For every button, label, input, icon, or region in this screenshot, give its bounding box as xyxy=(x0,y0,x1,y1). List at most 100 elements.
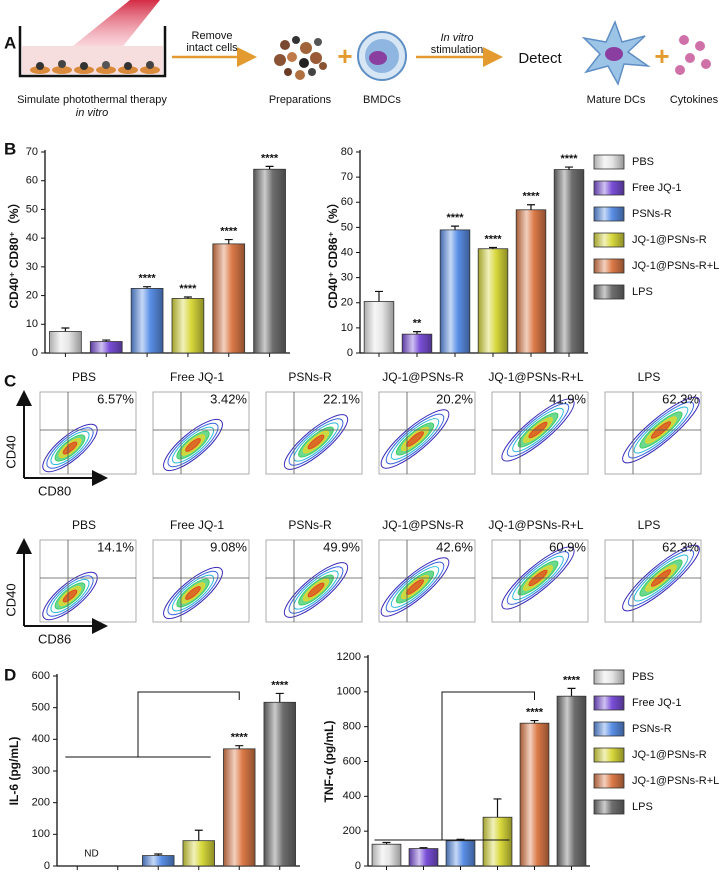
cytokines-icon xyxy=(675,35,711,75)
panel-label: B xyxy=(4,139,16,158)
gate-percent: 49.9% xyxy=(323,539,360,554)
contour xyxy=(171,426,215,464)
contour xyxy=(512,555,564,601)
legend-swatch xyxy=(593,773,625,789)
plot-title: PSNs-R xyxy=(288,370,332,384)
legend-swatch xyxy=(593,747,625,763)
legend-label: PBS xyxy=(632,156,654,168)
plot-title: Free JQ-1 xyxy=(170,518,224,532)
contour xyxy=(390,418,440,460)
y-tick-label: 0 xyxy=(355,860,361,872)
bar xyxy=(263,701,296,867)
nd-label: ND xyxy=(84,849,98,860)
significance-label: **** xyxy=(220,225,238,237)
y-axis-label: IL-6 (pg/mL) xyxy=(7,737,21,806)
y-tick-label: 70 xyxy=(341,171,353,183)
error-bar xyxy=(61,327,70,332)
contour xyxy=(50,430,90,466)
legend-swatch xyxy=(593,258,625,274)
legend-label: PSNs-R xyxy=(632,208,672,220)
arrow-label: Remove xyxy=(192,30,233,42)
y-tick-label: 400 xyxy=(32,733,50,745)
contour xyxy=(185,438,201,452)
gate-percent: 62.3% xyxy=(662,391,699,406)
error-bar xyxy=(565,166,573,170)
y-tick-label: 10 xyxy=(26,318,38,330)
contour xyxy=(293,570,339,610)
dish xyxy=(18,26,167,78)
contour xyxy=(622,396,700,464)
y-tick-label: 200 xyxy=(343,825,361,837)
contour xyxy=(627,401,695,459)
contour-plot xyxy=(283,414,349,470)
contour xyxy=(283,414,349,470)
flow-y-label: CD40 xyxy=(3,435,18,468)
gate-percent: 60.9% xyxy=(549,539,586,554)
error-bar xyxy=(567,687,576,697)
contour xyxy=(501,546,575,610)
flow-y-label: CD40 xyxy=(3,583,18,616)
legend-swatch xyxy=(593,180,625,196)
bar xyxy=(49,331,82,354)
y-axis-label: CD40⁺ CD86⁺（%） xyxy=(325,196,340,308)
step-sublabel: in vitro xyxy=(76,107,108,119)
arrow-label: In vitro xyxy=(440,32,473,44)
significance-label: **** xyxy=(139,273,157,285)
legend-label: PBS xyxy=(632,671,654,683)
y-tick-label: 60 xyxy=(341,196,353,208)
legend-label: JQ-1@PSNs-R+L xyxy=(632,260,719,272)
gate-percent: 14.1% xyxy=(97,539,134,554)
bar xyxy=(515,209,547,354)
significance-label: **** xyxy=(563,674,581,686)
gate-percent: 41.9% xyxy=(549,391,586,406)
legend-swatch xyxy=(593,284,625,300)
gate-percent: 9.08% xyxy=(210,539,247,554)
legend-label: JQ-1@PSNs-R+L xyxy=(632,775,719,787)
significance-label: **** xyxy=(446,212,464,224)
item-label: BMDCs xyxy=(363,94,401,106)
contour xyxy=(167,422,219,468)
panel-label: A xyxy=(4,33,16,52)
legend-swatch xyxy=(593,232,625,248)
error-bar xyxy=(375,290,383,302)
y-tick-label: 600 xyxy=(343,755,361,767)
bar xyxy=(556,695,587,867)
y-tick-label: 400 xyxy=(343,790,361,802)
contour xyxy=(42,423,98,473)
legend-label: Free JQ-1 xyxy=(632,182,682,194)
contour xyxy=(163,567,223,619)
bar xyxy=(371,843,402,867)
y-axis-label: CD40⁺ CD80⁺（%） xyxy=(6,196,21,308)
error-bar xyxy=(194,829,203,841)
flow-x-label: CD80 xyxy=(38,483,71,498)
y-tick-label: 1000 xyxy=(337,686,361,698)
panel-label: C xyxy=(4,371,16,390)
contour xyxy=(163,419,223,471)
y-tick-label: 0 xyxy=(32,347,38,359)
contour xyxy=(506,551,570,605)
y-tick-label: 1200 xyxy=(337,651,361,663)
legend-label: LPS xyxy=(632,801,653,813)
error-bar xyxy=(413,331,421,335)
gate-percent: 42.6% xyxy=(436,539,473,554)
plot-title: PBS xyxy=(72,518,96,532)
contour xyxy=(501,398,575,462)
error-bar xyxy=(527,204,535,210)
significance-label: **** xyxy=(179,283,197,295)
bar xyxy=(171,298,205,354)
error-bar xyxy=(451,225,459,230)
bar xyxy=(363,301,395,354)
contour-plot xyxy=(163,419,223,471)
legend-label: JQ-1@PSNs-R xyxy=(632,749,707,761)
gate-percent: 62.3% xyxy=(662,539,699,554)
y-tick-label: 100 xyxy=(32,828,50,840)
significance-label: **** xyxy=(522,191,540,203)
contour xyxy=(171,574,215,612)
contour xyxy=(167,570,219,616)
gate-percent: 3.42% xyxy=(210,391,247,406)
contour xyxy=(307,434,325,450)
plot-title: JQ-1@PSNs-R+L xyxy=(488,370,584,384)
contour xyxy=(46,575,94,617)
legend-swatch xyxy=(593,721,625,737)
